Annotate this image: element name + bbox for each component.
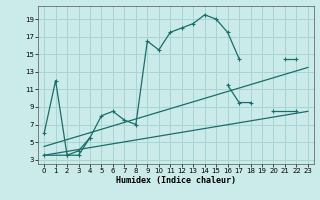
X-axis label: Humidex (Indice chaleur): Humidex (Indice chaleur) [116, 176, 236, 185]
